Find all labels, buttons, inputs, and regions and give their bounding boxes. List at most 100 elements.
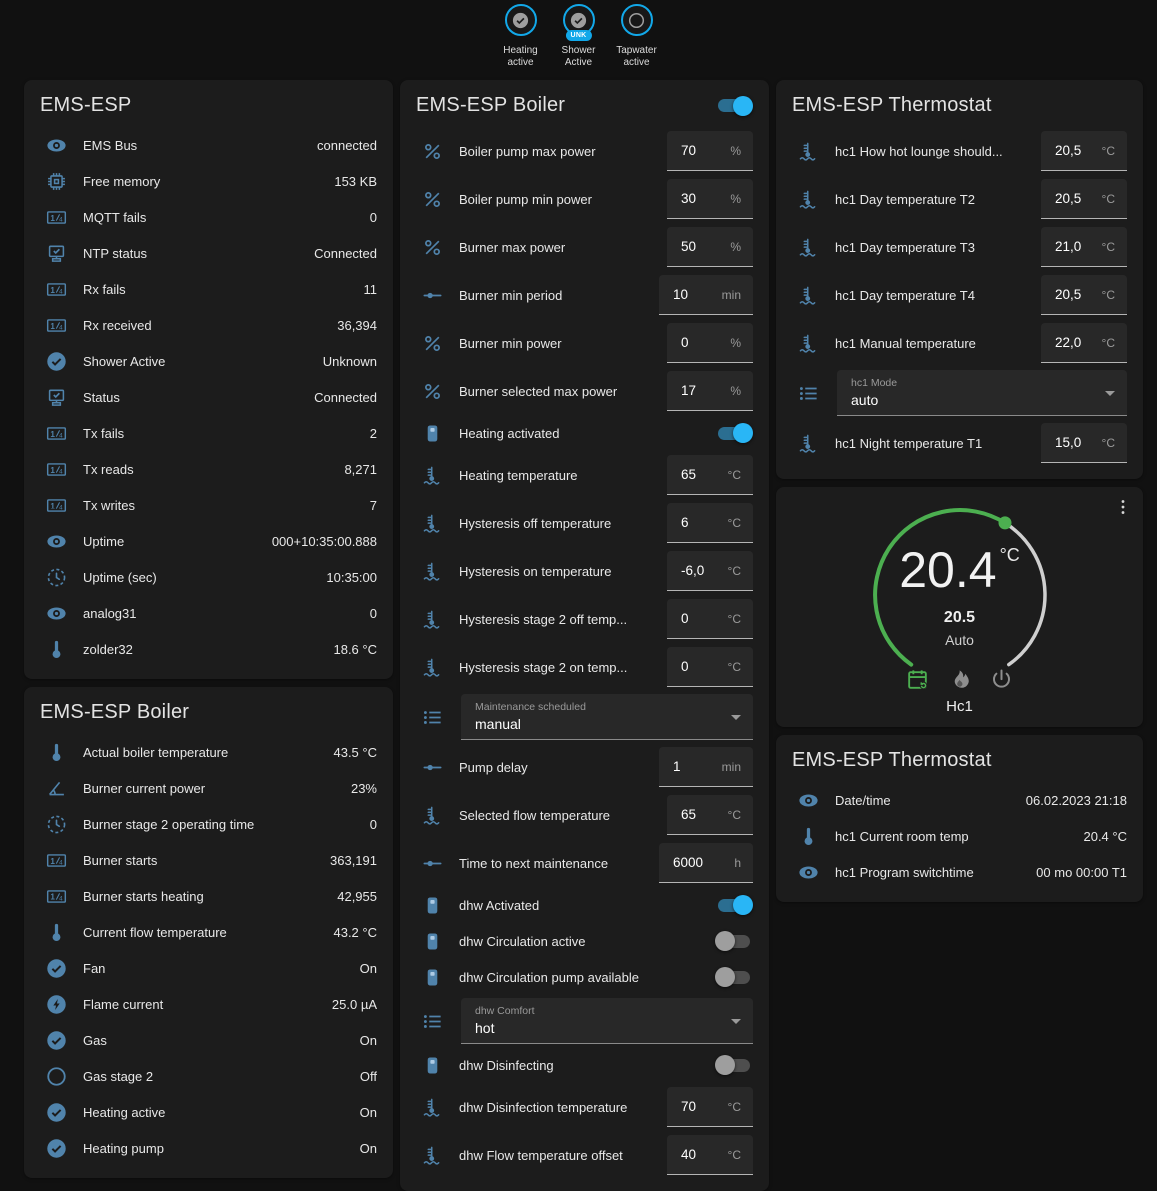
more-options-kebab-icon[interactable]	[1113, 497, 1133, 517]
entity-row[interactable]: 1 4 Tx reads 8,271	[40, 451, 377, 487]
number-input[interactable]: 10 min	[659, 275, 753, 315]
number-input[interactable]: 22,0 °C	[1041, 323, 1127, 363]
svg-text:1: 1	[50, 501, 55, 510]
entity-row[interactable]: hc1 Current room temp 20.4 °C	[792, 818, 1127, 854]
entity-row[interactable]: Burner current power 23%	[40, 770, 377, 806]
number-input[interactable]: 20,5 °C	[1041, 275, 1127, 315]
badge-bar: Heating active UNK Shower Active Tapwate…	[0, 4, 1157, 68]
number-input[interactable]: 40 °C	[667, 1135, 753, 1175]
number-unit: %	[730, 335, 741, 350]
entity-row[interactable]: Burner stage 2 operating time 0	[40, 806, 377, 842]
entity-row[interactable]: 1 4 Tx writes 7	[40, 487, 377, 523]
toggle-switch[interactable]	[718, 895, 753, 915]
number-value: 21,0	[1055, 239, 1082, 254]
number-unit: °C	[727, 1099, 741, 1114]
entity-row[interactable]: Heating pump On	[40, 1130, 377, 1166]
dial-handle[interactable]	[998, 516, 1011, 530]
number-input[interactable]: 0 °C	[667, 599, 753, 639]
calendar-sync-icon[interactable]	[905, 667, 930, 692]
select-input[interactable]: dhw Comfort hot	[461, 998, 753, 1044]
number-value: 50	[681, 239, 697, 254]
entity-row[interactable]: 1 4 Burner starts heating 42,955	[40, 878, 377, 914]
entity-row[interactable]: Heating active On	[40, 1094, 377, 1130]
entity-row[interactable]: 1 4 Rx fails 11	[40, 271, 377, 307]
number-input[interactable]: -6,0 °C	[667, 551, 753, 591]
entity-row[interactable]: Current flow temperature 43.2 °C	[40, 914, 377, 950]
status-badge: UNK	[565, 30, 592, 41]
entity-row[interactable]: Uptime (sec) 10:35:00	[40, 559, 377, 595]
number-input[interactable]: 21,0 °C	[1041, 227, 1127, 267]
number-input[interactable]: 50%	[667, 227, 753, 267]
entity-row[interactable]: 1 4 Rx received 36,394	[40, 307, 377, 343]
entity-row: dhw Flow temperature offset 40 °C	[416, 1131, 753, 1179]
entity-row[interactable]: EMS Bus connected	[40, 127, 377, 163]
power-icon[interactable]	[989, 667, 1014, 692]
number-unit: °C	[1101, 335, 1115, 350]
entity-name: Heating pump	[83, 1140, 164, 1156]
toggle-switch[interactable]	[715, 967, 750, 987]
number-input[interactable]: 65 °C	[667, 795, 753, 835]
number-input[interactable]: 70%	[667, 131, 753, 171]
entity-row[interactable]: Status Connected	[40, 379, 377, 415]
badge-heating-active[interactable]: Heating active	[498, 4, 544, 68]
number-input[interactable]: 6000 h	[659, 843, 753, 883]
toggle-thumb	[733, 895, 753, 915]
entity-row[interactable]: 1 4 Burner starts 363,191	[40, 842, 377, 878]
number-input[interactable]: 1 min	[659, 747, 753, 787]
badge-shower-active[interactable]: UNK Shower Active	[556, 4, 602, 68]
entity-row[interactable]: hc1 Program switchtime 00 mo 00:00 T1	[792, 854, 1127, 890]
entity-row[interactable]: Shower Active Unknown	[40, 343, 377, 379]
entity-row[interactable]: 1 4 MQTT fails 0	[40, 199, 377, 235]
entity-name: Fan	[83, 960, 106, 976]
entity-row[interactable]: Free memory 153 KB	[40, 163, 377, 199]
card-system: EMS-ESP EMS Bus connected Free memory 153 K…	[24, 80, 393, 679]
number-input[interactable]: 20,5 °C	[1041, 179, 1127, 219]
entity-row[interactable]: 1 4 Tx fails 2	[40, 415, 377, 451]
entity-value: 0	[369, 816, 377, 832]
boiler-icon	[421, 422, 444, 445]
entity-value: 25.0 µA	[331, 996, 377, 1012]
fire-icon[interactable]	[947, 667, 972, 692]
number-input[interactable]: 65 °C	[667, 455, 753, 495]
card-enable-toggle[interactable]	[718, 95, 753, 116]
entity-row: dhw Comfort hot	[416, 995, 753, 1047]
entity-row[interactable]: Gas stage 2 Off	[40, 1058, 377, 1094]
select-input[interactable]: hc1 Mode auto	[837, 370, 1127, 416]
badge-tapwater-active[interactable]: Tapwater active	[614, 4, 660, 68]
entity-row[interactable]: Gas On	[40, 1022, 377, 1058]
number-input[interactable]: 0%	[667, 323, 753, 363]
number-input[interactable]: 15,0 °C	[1041, 423, 1127, 463]
number-input[interactable]: 30%	[667, 179, 753, 219]
entity-name: Burner current power	[83, 780, 206, 796]
select-input[interactable]: Maintenance scheduled manual	[461, 694, 753, 740]
toggle-switch[interactable]	[715, 931, 750, 951]
entity-value: 153 KB	[334, 173, 377, 189]
number-unit: °C	[727, 659, 741, 674]
entity-row[interactable]: Uptime 000+10:35:00.888	[40, 523, 377, 559]
entity-value: 20.4 °C	[1083, 828, 1127, 844]
number-input[interactable]: 20,5 °C	[1041, 131, 1127, 171]
number-input[interactable]: 17%	[667, 371, 753, 411]
number-unit: °C	[1101, 143, 1115, 158]
entity-row[interactable]: Actual boiler temperature 43.5 °C	[40, 734, 377, 770]
entity-name: Burner stage 2 operating time	[83, 816, 255, 832]
entity-name: Burner max power	[459, 239, 566, 255]
entity-row[interactable]: zolder32 18.6 °C	[40, 631, 377, 667]
entity-row[interactable]: Flame current 25.0 µA	[40, 986, 377, 1022]
number-unit: °C	[727, 1147, 741, 1162]
entity-row[interactable]: Date/time 06.02.2023 21:18	[792, 782, 1127, 818]
number-input[interactable]: 0 °C	[667, 647, 753, 687]
column-left: EMS-ESP EMS Bus connected Free memory 153 K…	[24, 80, 393, 1178]
toggle-switch[interactable]	[718, 423, 753, 443]
entity-row[interactable]: Fan On	[40, 950, 377, 986]
thermo-water-icon	[421, 804, 444, 827]
thermostat-dial[interactable]	[865, 500, 1055, 690]
entity-row[interactable]: analog31 0	[40, 595, 377, 631]
entity-value: 0	[369, 209, 377, 225]
check-circle-icon	[45, 957, 68, 980]
entity-row[interactable]: NTP status Connected	[40, 235, 377, 271]
toggle-switch[interactable]	[715, 1055, 750, 1075]
number-input[interactable]: 70 °C	[667, 1087, 753, 1127]
number-input[interactable]: 6 °C	[667, 503, 753, 543]
